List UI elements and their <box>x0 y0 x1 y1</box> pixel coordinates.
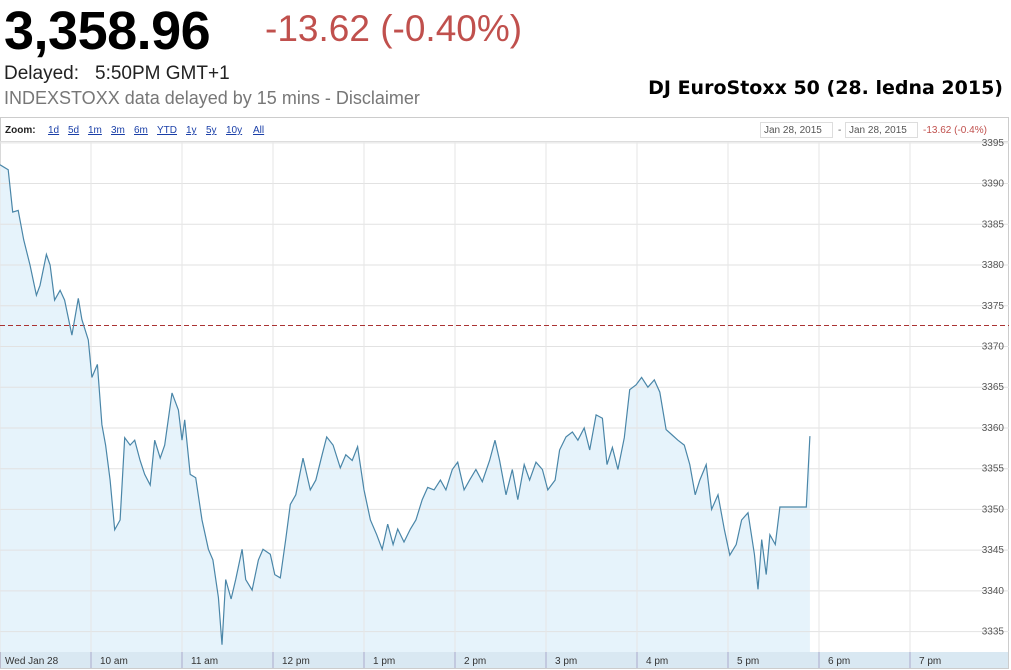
zoom-option[interactable]: 3m <box>111 125 125 136</box>
range-start: Jan 28, 2015 <box>764 125 822 136</box>
x-tick-label: 11 am <box>191 656 218 667</box>
y-tick-label: 3385 <box>982 219 1005 230</box>
zoom-option[interactable]: 1d <box>48 125 59 136</box>
y-tick-label: 3365 <box>982 382 1005 393</box>
x-tick-label: 3 pm <box>555 656 577 667</box>
range-start-box[interactable] <box>760 122 833 138</box>
price: 3,358.96 <box>4 1 211 61</box>
area-fill <box>0 164 810 653</box>
x-tick-label: 10 am <box>100 656 128 667</box>
x-axis-band <box>1 652 1008 668</box>
range-end-box[interactable] <box>845 122 918 138</box>
y-tick-label: 3350 <box>982 504 1005 515</box>
zoom-option[interactable]: 6m <box>134 125 148 136</box>
y-tick-label: 3355 <box>982 464 1005 475</box>
range-separator: - <box>838 125 841 136</box>
chart: Zoom: 1d 5d 1m 3m 6m YTD 1y 5y 10y All Jan 28, 2015… <box>0 117 1009 669</box>
price-change: -13.62 (-0.40%) <box>265 8 523 49</box>
y-tick-label: 3345 <box>982 545 1005 556</box>
x-tick-label: 1 pm <box>373 656 395 667</box>
zoom-option[interactable]: 1y <box>186 125 197 136</box>
y-tick-label: 3395 <box>982 138 1005 149</box>
x-tick-label: 12 pm <box>282 656 310 667</box>
zoom-option[interactable]: 1m <box>88 125 102 136</box>
zoom-option[interactable]: 5y <box>206 125 217 136</box>
x-tick-label: 7 pm <box>919 656 941 667</box>
y-tick-label: 3380 <box>982 260 1005 271</box>
zoom-option[interactable]: All <box>253 125 264 136</box>
x-tick-label: Wed Jan 28 <box>5 656 59 667</box>
zoom-option[interactable]: 10y <box>226 125 242 136</box>
price-line <box>0 164 811 645</box>
zoom-label: Zoom: <box>5 125 36 136</box>
zoom-option[interactable]: YTD <box>157 125 177 136</box>
y-tick-label: 3340 <box>982 586 1005 597</box>
y-tick-label: 3360 <box>982 423 1005 434</box>
x-tick-label: 6 pm <box>828 656 850 667</box>
x-tick-label: 4 pm <box>646 656 668 667</box>
range-end: Jan 28, 2015 <box>849 125 907 136</box>
y-tick-label: 3335 <box>982 627 1005 638</box>
y-tick-label: 3370 <box>982 341 1005 352</box>
delay-info: Delayed: 5:50PM GMT+1 <box>4 63 230 85</box>
delay-time: 5:50PM GMT+1 <box>95 63 230 84</box>
x-tick-label: 5 pm <box>737 656 759 667</box>
source-note: INDEXSTOXX data delayed by 15 mins - Dis… <box>4 88 420 108</box>
y-tick-label: 3390 <box>982 179 1005 190</box>
range-change: -13.62 (-0.4%) <box>923 125 987 136</box>
x-tick-label: 2 pm <box>464 656 486 667</box>
chart-title: DJ EuroStoxx 50 (28. ledna 2015) <box>648 77 1003 99</box>
y-tick-label: 3375 <box>982 301 1005 312</box>
zoom-option[interactable]: 5d <box>68 125 79 136</box>
delay-label: Delayed: <box>4 63 79 84</box>
